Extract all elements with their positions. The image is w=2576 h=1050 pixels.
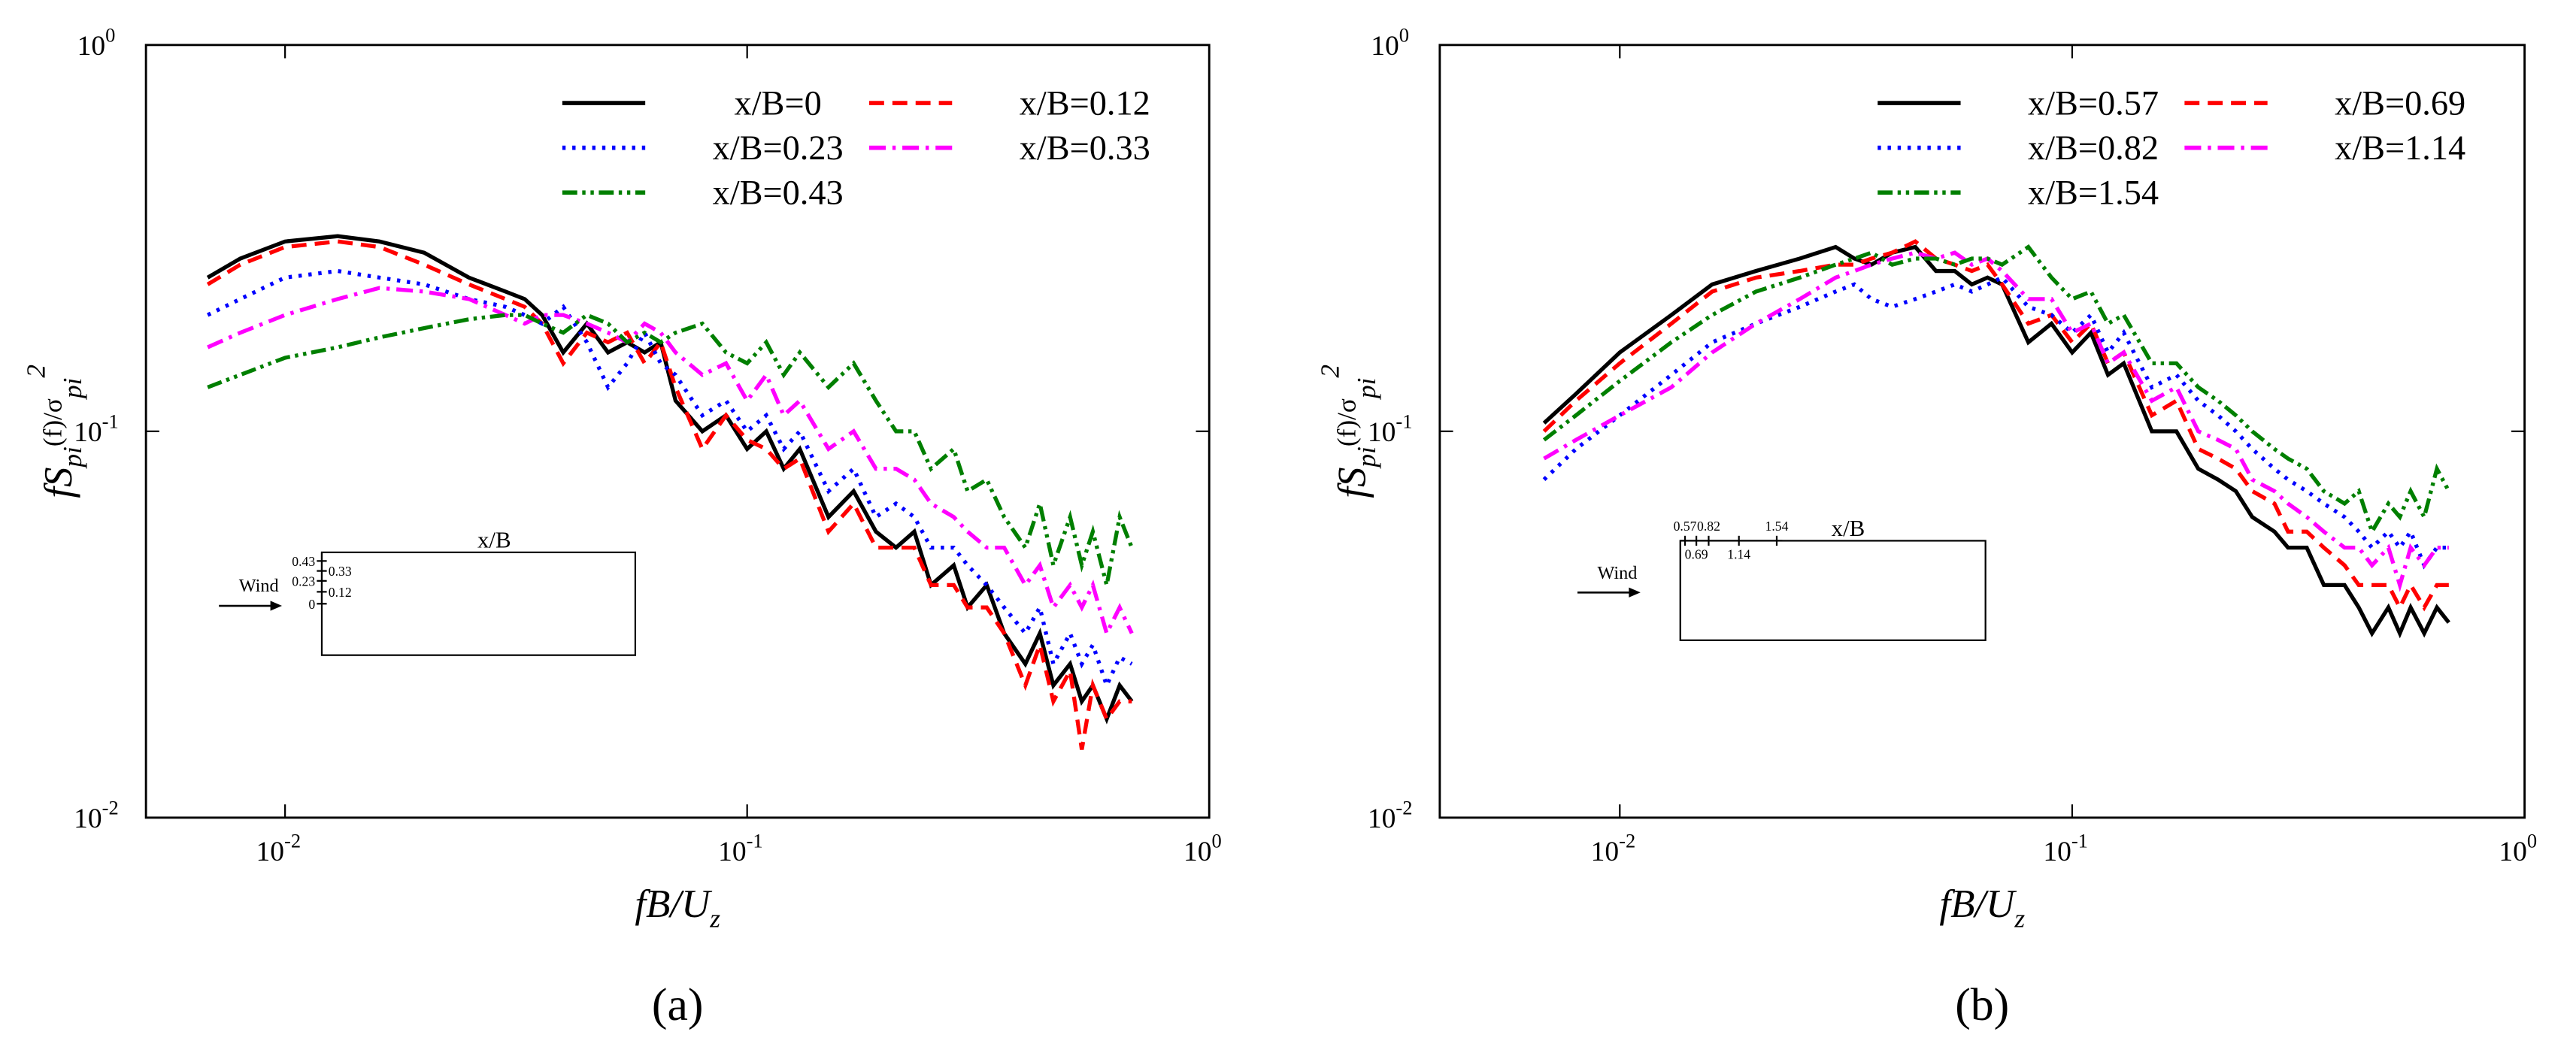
y-tick-exponent: -2 xyxy=(102,796,119,819)
wind-arrowhead xyxy=(270,601,283,611)
plot: 10-2 10-1 10010-210-1100fB/UzfSpi(f)/σpi2(… xyxy=(1315,23,2537,1030)
legend-label: x/B=0 xyxy=(735,85,822,123)
legend-label: x/B=1.14 xyxy=(2335,129,2465,168)
inset-tick-label: 1.14 xyxy=(1727,547,1750,562)
x-tick-exponent: 0 xyxy=(1212,830,1222,852)
y-tick-exponent: 0 xyxy=(1399,23,1409,46)
y-tick-exponent: -1 xyxy=(1396,410,1412,432)
x-tick-exponent: -1 xyxy=(747,830,763,852)
y-axis-label-part: pi xyxy=(1352,378,1381,401)
inset-tick-label: 0 xyxy=(308,597,315,612)
y-axis-label-part: (f)/σ xyxy=(1332,398,1361,446)
y-tick-exponent: -2 xyxy=(1396,796,1412,819)
legend-label: x/B=1.54 xyxy=(2028,174,2159,213)
series-line xyxy=(207,313,1134,586)
inset-tick-label: 0.57 xyxy=(1674,519,1697,534)
x-axis-label-main: fB/U xyxy=(1939,882,2017,926)
x-axis-label: fB/Uz xyxy=(635,882,720,933)
y-axis-label-part: pi xyxy=(1352,446,1381,469)
legend-label: x/B=0.23 xyxy=(713,129,844,168)
series-line xyxy=(1542,244,2450,639)
legend-label: x/B=0.33 xyxy=(1020,129,1150,168)
y-axis-label-part: pi xyxy=(58,446,87,469)
inset-box xyxy=(1679,540,1987,641)
legend-label: x/B=0.57 xyxy=(2028,85,2159,123)
x-tick-exponent: -1 xyxy=(2071,830,2088,852)
inset-tick-label: 0.23 xyxy=(292,573,315,589)
inset-tick-label: 0.82 xyxy=(1697,519,1720,534)
y-axis-label-part: (f)/σ xyxy=(38,398,68,446)
y-axis-label-part: 2 xyxy=(1315,365,1344,378)
series-line xyxy=(1543,250,2449,592)
inset-tick-label: 0.12 xyxy=(329,585,352,600)
x-axis-label: fB/Uz xyxy=(1939,882,2025,933)
y-tick-exponent: -1 xyxy=(102,410,119,432)
panel-label: (a) xyxy=(652,979,704,1030)
series-line xyxy=(207,286,1134,639)
inset-label: x/B xyxy=(1832,515,1865,541)
series-line xyxy=(1542,244,2451,537)
inset-tick-label: 0.69 xyxy=(1685,547,1708,562)
y-axis-label-part: fS xyxy=(1331,468,1374,498)
y-tick-exponent: 0 xyxy=(105,23,115,46)
inset-tick-label: 0.33 xyxy=(329,564,352,579)
inset-tick-label: 0.43 xyxy=(292,554,315,569)
x-axis-label-sub: z xyxy=(709,903,720,933)
x-axis-label-main: fB/U xyxy=(635,882,713,926)
wind-arrowhead xyxy=(1629,587,1641,598)
legend-label: x/B=0.43 xyxy=(713,174,844,213)
x-tick-exponent: 0 xyxy=(2527,830,2537,852)
y-axis-label: fSpi(f)/σpi2 xyxy=(1315,365,1381,498)
wind-label: Wind xyxy=(239,576,279,596)
legend-label: x/B=0.82 xyxy=(2028,129,2159,168)
series-line xyxy=(206,239,1132,750)
series-line xyxy=(207,268,1133,691)
legend-label: x/B=0.12 xyxy=(1020,85,1150,123)
y-axis-label-part: fS xyxy=(37,468,80,498)
legend-label: x/B=0.69 xyxy=(2335,85,2465,123)
y-axis-label-part: pi xyxy=(58,378,87,401)
y-axis-label-part: 2 xyxy=(22,365,51,378)
x-tick-exponent: -2 xyxy=(284,830,301,852)
x-tick-exponent: -2 xyxy=(1619,830,1635,852)
panel-label: (b) xyxy=(1955,979,2009,1030)
x-axis-label-sub: z xyxy=(2014,903,2025,933)
inset-tick-label: 1.54 xyxy=(1765,519,1789,534)
series-line xyxy=(206,234,1134,725)
inset-label: x/B xyxy=(477,526,511,552)
y-axis-label: fSpi(f)/σpi2 xyxy=(22,365,88,498)
wind-label: Wind xyxy=(1597,563,1637,583)
